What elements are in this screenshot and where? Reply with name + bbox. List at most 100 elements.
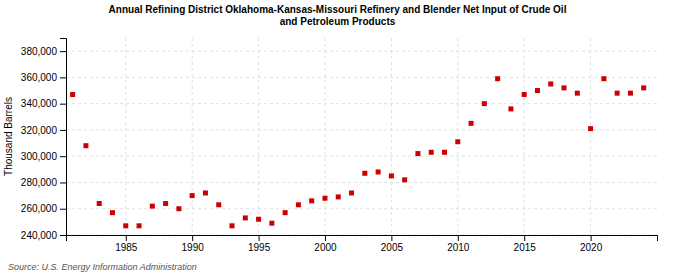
point [442, 150, 447, 155]
tick: 2010 [447, 235, 470, 253]
grid-line [125, 38, 126, 235]
point [535, 88, 540, 93]
tick-mark [60, 235, 66, 236]
x-axis: 1985 1990 1995 2000 2005 2010 2015 2020 [67, 235, 658, 253]
grid-line [590, 38, 591, 235]
point [508, 106, 513, 111]
point [216, 202, 221, 207]
tick-mark [458, 235, 459, 241]
tick-label: 2000 [314, 242, 337, 253]
tick: 2015 [514, 235, 537, 253]
point [495, 76, 500, 81]
tick-mark [60, 130, 66, 131]
point [415, 151, 420, 156]
tick-label: 2005 [381, 242, 404, 253]
point [256, 217, 261, 222]
tick-mark [192, 235, 193, 241]
point [455, 139, 460, 144]
source: Source: U.S. Energy Information Administ… [8, 262, 197, 272]
tick-mark [259, 235, 260, 241]
point [123, 223, 128, 228]
point [163, 201, 168, 206]
tick-label: 320,000 [21, 125, 58, 136]
tick: 2000 [314, 235, 337, 253]
grid-line [66, 77, 657, 78]
point [269, 221, 274, 226]
tick-label: 2010 [447, 242, 470, 253]
point [190, 193, 195, 198]
point [562, 85, 567, 90]
point [641, 85, 646, 90]
tick-label: 1990 [182, 242, 205, 253]
tick: 1990 [182, 235, 205, 253]
tick: 380,000 [21, 46, 66, 57]
grid-line [391, 38, 392, 235]
tick: 2020 [580, 235, 603, 253]
plot: 1985 1990 1995 2000 2005 2010 2015 2020 240,000 2… [3, 38, 658, 253]
point [336, 194, 341, 199]
point [83, 143, 88, 148]
point [309, 198, 314, 203]
tick-label: 2020 [580, 242, 603, 253]
point [402, 177, 407, 182]
grid-line [66, 103, 657, 104]
grid [66, 38, 657, 235]
point [362, 171, 367, 176]
point [522, 92, 527, 97]
tick-label: 1985 [115, 242, 138, 253]
tick: 260,000 [21, 203, 66, 214]
point [322, 196, 327, 201]
tick-mark [60, 104, 66, 105]
tick-mark [591, 235, 592, 241]
point [150, 204, 155, 209]
point [628, 91, 633, 96]
tick-mark [60, 182, 66, 183]
tick-label: 380,000 [21, 46, 58, 57]
tick-label: 240,000 [21, 230, 58, 241]
point [176, 206, 181, 211]
point [429, 150, 434, 155]
tick-mark [60, 156, 66, 157]
tick-label: 260,000 [21, 203, 58, 214]
grid-line [324, 38, 325, 235]
point [349, 190, 354, 195]
point [296, 202, 301, 207]
point [469, 121, 474, 126]
point [615, 91, 620, 96]
point [203, 190, 208, 195]
point [548, 81, 553, 86]
axis-line [67, 236, 658, 242]
title-line: and Petroleum Products [280, 16, 396, 27]
point [588, 126, 593, 131]
tick-label: 300,000 [21, 151, 58, 162]
tick-mark [60, 51, 66, 52]
tick: 280,000 [21, 177, 66, 188]
tick-label: 2015 [514, 242, 537, 253]
tick-mark [60, 77, 66, 78]
tick: 1995 [248, 235, 271, 253]
point [137, 223, 142, 228]
point [482, 101, 487, 106]
tick-mark [524, 235, 525, 241]
tick-mark [126, 235, 127, 241]
point [230, 223, 235, 228]
tick-label: 1995 [248, 242, 271, 253]
y-axis-title: Thousand Barrels [3, 97, 14, 176]
grid-line [258, 38, 259, 235]
grid-line [66, 156, 657, 157]
point [575, 91, 580, 96]
tick: 240,000 [21, 230, 66, 241]
point [283, 210, 288, 215]
grid-line [457, 38, 458, 235]
grid-line [66, 182, 657, 183]
title: Annual Refining District Oklahoma-Kansas… [109, 4, 567, 27]
point [110, 210, 115, 215]
point [601, 76, 606, 81]
tick: 360,000 [21, 72, 66, 83]
point [70, 92, 75, 97]
grid-line [66, 51, 657, 52]
tick: 300,000 [21, 151, 66, 162]
grid-line [524, 38, 525, 235]
tick-mark [325, 235, 326, 241]
grid-line [66, 129, 657, 130]
